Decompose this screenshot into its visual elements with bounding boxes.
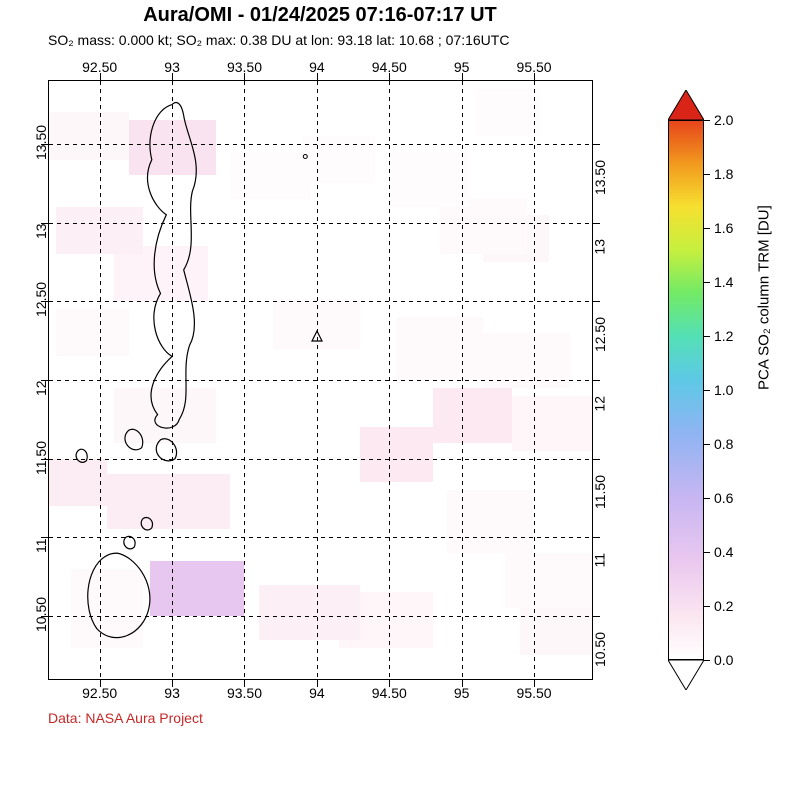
axis-x-label-top: 94.50	[372, 59, 407, 75]
gridline-horizontal	[49, 301, 592, 302]
axis-x-label-top: 92.50	[82, 59, 117, 75]
axis-y-label-left: 12	[33, 380, 49, 396]
data-credit: Data: NASA Aura Project	[48, 710, 203, 726]
coastline-path	[156, 439, 176, 461]
axis-x-label-bottom: 93.50	[227, 685, 262, 701]
axis-y-label-right: 13.50	[592, 160, 608, 195]
coastline-path	[76, 449, 87, 462]
colorbar-tickmark	[704, 336, 710, 337]
axis-x-label-bottom: 94.50	[372, 685, 407, 701]
colorbar-ticklabel: 0.0	[714, 652, 733, 668]
colorbar-label: PCA SO₂ column TRM [DU]	[756, 205, 773, 390]
axis-x-label-bottom: 92.50	[82, 685, 117, 701]
colorbar-ticklabel: 1.0	[714, 382, 733, 398]
axis-y-label-right: 10.50	[592, 632, 608, 667]
axis-y-label-left: 11	[33, 539, 49, 554]
colorbar-ticklabel: 1.2	[714, 328, 733, 344]
axis-tickmark	[592, 380, 600, 381]
axis-x-label-bottom: 94	[309, 685, 325, 701]
colorbar-ticklabel: 0.2	[714, 598, 733, 614]
colorbar-ticklabel: 0.8	[714, 436, 733, 452]
axis-y-label-left: 13.50	[33, 125, 49, 160]
axis-y-label-right: 13	[592, 239, 608, 255]
axis-tickmark	[592, 616, 600, 617]
axis-x-label-top: 95.50	[517, 59, 552, 75]
coastline-path	[125, 429, 143, 450]
axis-x-label-top: 93.50	[227, 59, 262, 75]
plot-title: Aura/OMI - 01/24/2025 07:16-07:17 UT	[0, 4, 640, 27]
colorbar-ticklabel: 1.6	[714, 220, 733, 236]
map-plot-area	[49, 81, 592, 679]
plot-subtitle: SO₂ mass: 0.000 kt; SO₂ max: 0.38 DU at …	[48, 32, 509, 48]
gridline-horizontal	[49, 380, 592, 381]
axis-y-label-right: 11	[592, 553, 608, 568]
axis-x-label-top: 95	[454, 59, 470, 75]
colorbar-tickmark	[704, 660, 710, 661]
colorbar-tickmark	[704, 498, 710, 499]
axis-x-label-bottom: 93	[164, 685, 180, 701]
gridline-horizontal	[49, 144, 592, 145]
gridline-horizontal	[49, 537, 592, 538]
colorbar-tickmark	[704, 228, 710, 229]
colorbar-tickmark	[704, 174, 710, 175]
coastline-path	[141, 517, 152, 529]
colorbar-ticklabel: 1.4	[714, 274, 733, 290]
gridline-horizontal	[49, 223, 592, 224]
colorbar-ticklabel: 1.8	[714, 166, 733, 182]
colorbar-tickmark	[704, 390, 710, 391]
axis-y-label-left: 13	[33, 223, 49, 239]
colorbar-over-triangle	[668, 90, 704, 120]
axis-tickmark	[592, 223, 600, 224]
axis-y-label-left: 12.50	[33, 282, 49, 317]
axis-y-label-right: 12	[592, 396, 608, 412]
axis-y-label-left: 11.50	[33, 441, 49, 475]
axis-x-label-bottom: 95	[454, 685, 470, 701]
gridline-horizontal	[49, 616, 592, 617]
gridline-horizontal	[49, 459, 592, 460]
axis-tickmark	[592, 301, 600, 302]
colorbar-ticklabel: 0.4	[714, 544, 733, 560]
axis-tickmark	[592, 537, 600, 538]
axis-x-label-top: 94	[309, 59, 325, 75]
colorbar-gradient	[668, 120, 704, 660]
volcano-marker	[311, 330, 323, 342]
colorbar-ticklabel: 0.6	[714, 490, 733, 506]
axis-y-label-left: 10.50	[33, 597, 49, 632]
colorbar: 0.0 0.2 0.4 0.6 0.8 1.0 1.2 1.4 1.6 1.8 2.0 PCA SO…	[668, 90, 788, 690]
axis-x-label-bottom: 95.50	[517, 685, 552, 701]
colorbar-tickmark	[704, 282, 710, 283]
colorbar-ticklabel: 2.0	[714, 112, 733, 128]
colorbar-under-triangle	[668, 660, 704, 690]
axis-tickmark	[592, 144, 600, 145]
colorbar-tickmark	[704, 606, 710, 607]
page-root: Aura/OMI - 01/24/2025 07:16-07:17 UT SO₂…	[0, 0, 807, 800]
colorbar-tickmark	[704, 444, 710, 445]
map-frame: 92.5092.50939393.5093.50949494.5094.5095…	[48, 80, 593, 680]
axis-y-label-right: 11.50	[592, 475, 608, 509]
axis-x-label-top: 93	[164, 59, 180, 75]
coastline-islet	[303, 155, 307, 159]
coastline-path	[88, 553, 150, 638]
axis-y-label-right: 12.50	[592, 317, 608, 352]
colorbar-tickmark	[704, 120, 710, 121]
colorbar-tickmark	[704, 552, 710, 553]
axis-tickmark	[592, 459, 600, 460]
